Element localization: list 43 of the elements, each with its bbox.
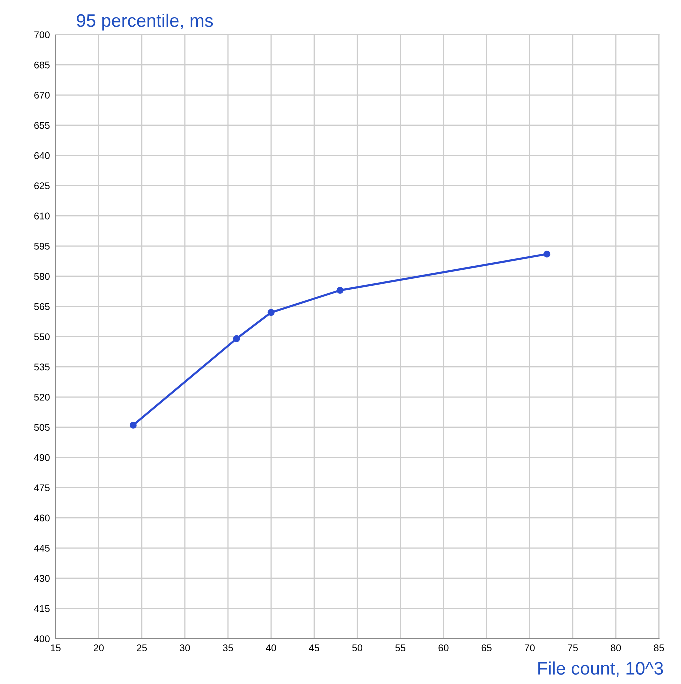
y-tick-label: 670 bbox=[34, 92, 50, 99]
y-tick-label: 640 bbox=[34, 152, 50, 160]
y-tick-label: 430 bbox=[34, 575, 50, 582]
y-tick-label: 400 bbox=[34, 636, 50, 642]
x-tick-label: 35 bbox=[223, 644, 234, 652]
y-tick-label: 625 bbox=[34, 182, 50, 190]
y-tick-label: 685 bbox=[34, 62, 50, 69]
x-tick-label: 20 bbox=[94, 644, 104, 652]
x-tick-label: 60 bbox=[438, 644, 449, 652]
x-tick-label: 80 bbox=[611, 644, 622, 652]
y-tick-label: 505 bbox=[34, 424, 50, 432]
point bbox=[130, 422, 137, 429]
y-tick-label: 565 bbox=[34, 303, 50, 310]
y-tick-label: 415 bbox=[34, 605, 50, 612]
point bbox=[233, 335, 240, 342]
y-tick-label: 535 bbox=[34, 364, 50, 371]
x-tick-label: 40 bbox=[266, 644, 276, 652]
x-tick-label: 65 bbox=[482, 644, 492, 652]
y-tick-label: 700 bbox=[34, 32, 50, 38]
y-tick-label: 595 bbox=[34, 243, 50, 250]
y-axis-title: 95 percentile, ms bbox=[77, 14, 214, 31]
y-tick-label: 490 bbox=[34, 454, 50, 462]
y-tick-label: 460 bbox=[34, 514, 50, 522]
x-tick-label: 15 bbox=[51, 644, 61, 652]
x-axis-title: File count, 10^3 bbox=[538, 662, 664, 678]
x-tick-label: 55 bbox=[396, 644, 406, 652]
point bbox=[336, 287, 344, 294]
y-tick-label: 520 bbox=[34, 394, 50, 401]
x-tick-label: 45 bbox=[309, 644, 320, 652]
y-tick-label: 655 bbox=[34, 122, 50, 130]
x-tick-label: 30 bbox=[180, 644, 190, 652]
x-tick-label: 70 bbox=[525, 644, 535, 652]
y-tick-label: 475 bbox=[34, 484, 50, 492]
x-tick-label: 50 bbox=[352, 644, 363, 652]
y-tick-label: 610 bbox=[34, 212, 50, 220]
point bbox=[268, 309, 275, 316]
y-tick-label: 550 bbox=[34, 334, 50, 340]
point bbox=[544, 250, 551, 258]
y-tick-label: 580 bbox=[34, 273, 50, 280]
x-tick-label: 75 bbox=[568, 644, 578, 652]
y-tick-label: 445 bbox=[34, 545, 50, 552]
x-tick-label: 25 bbox=[137, 644, 148, 652]
x-tick-label: 85 bbox=[654, 644, 664, 652]
